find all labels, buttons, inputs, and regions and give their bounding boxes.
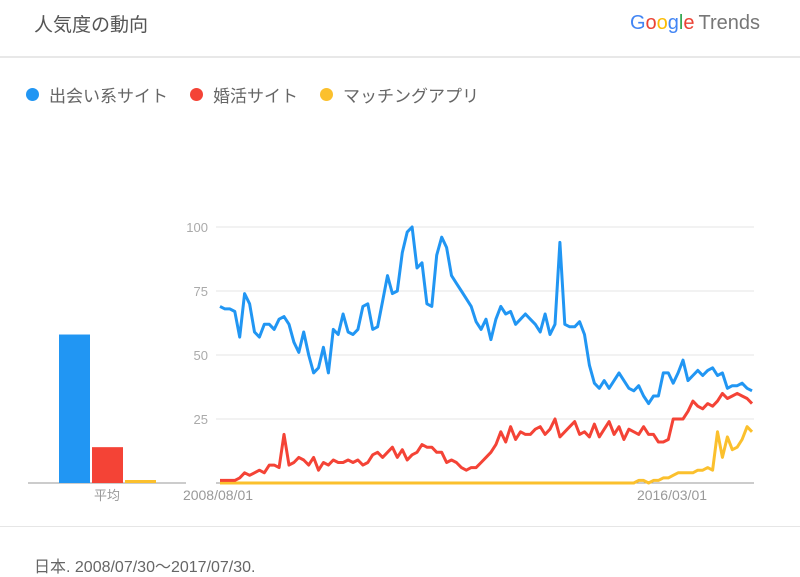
y-tick-75: 75 <box>194 284 208 299</box>
y-tick-25: 25 <box>194 412 208 427</box>
average-label: 平均 <box>94 488 120 503</box>
legend-item-matching[interactable]: マッチングアプリ <box>320 82 479 107</box>
series-line-matching[interactable] <box>220 425 754 485</box>
series-dot-icon <box>320 88 333 101</box>
line-chart-grid: 100 75 50 25 2008/08/01 2016/03/01 <box>183 220 754 503</box>
legend-label: 出会い系サイト <box>49 87 168 107</box>
average-bar-konkatsu[interactable] <box>92 447 123 483</box>
average-bar-matching[interactable] <box>125 480 156 483</box>
legend-item-deai[interactable]: 出会い系サイト <box>26 82 168 107</box>
series-dot-icon <box>190 88 203 101</box>
series-dot-icon <box>26 88 39 101</box>
legend: 出会い系サイト 婚活サイト マッチングアプリ <box>26 82 501 107</box>
header: 人気度の動向 Google Trends <box>0 0 800 58</box>
chart-title: 人気度の動向 <box>34 14 149 36</box>
line-series <box>219 225 754 485</box>
series-line-deai[interactable] <box>219 225 753 406</box>
x-tick-2016: 2016/03/01 <box>637 487 707 503</box>
average-bar-chart: 平均 <box>28 334 186 503</box>
footer-divider <box>0 526 800 527</box>
google-trends-logo[interactable]: Google Trends <box>629 12 760 34</box>
series-line-konkatsu[interactable] <box>220 391 754 482</box>
x-tick-start: 2008/08/01 <box>183 487 253 503</box>
footer-caption: 日本. 2008/07/30〜2017/07/30. <box>34 559 256 576</box>
y-tick-50: 50 <box>194 348 208 363</box>
legend-label: マッチングアプリ <box>343 87 479 107</box>
average-bar-deai[interactable] <box>59 334 90 483</box>
legend-label: 婚活サイト <box>213 87 298 107</box>
legend-item-konkatsu[interactable]: 婚活サイト <box>190 82 298 107</box>
y-tick-100: 100 <box>186 220 208 235</box>
